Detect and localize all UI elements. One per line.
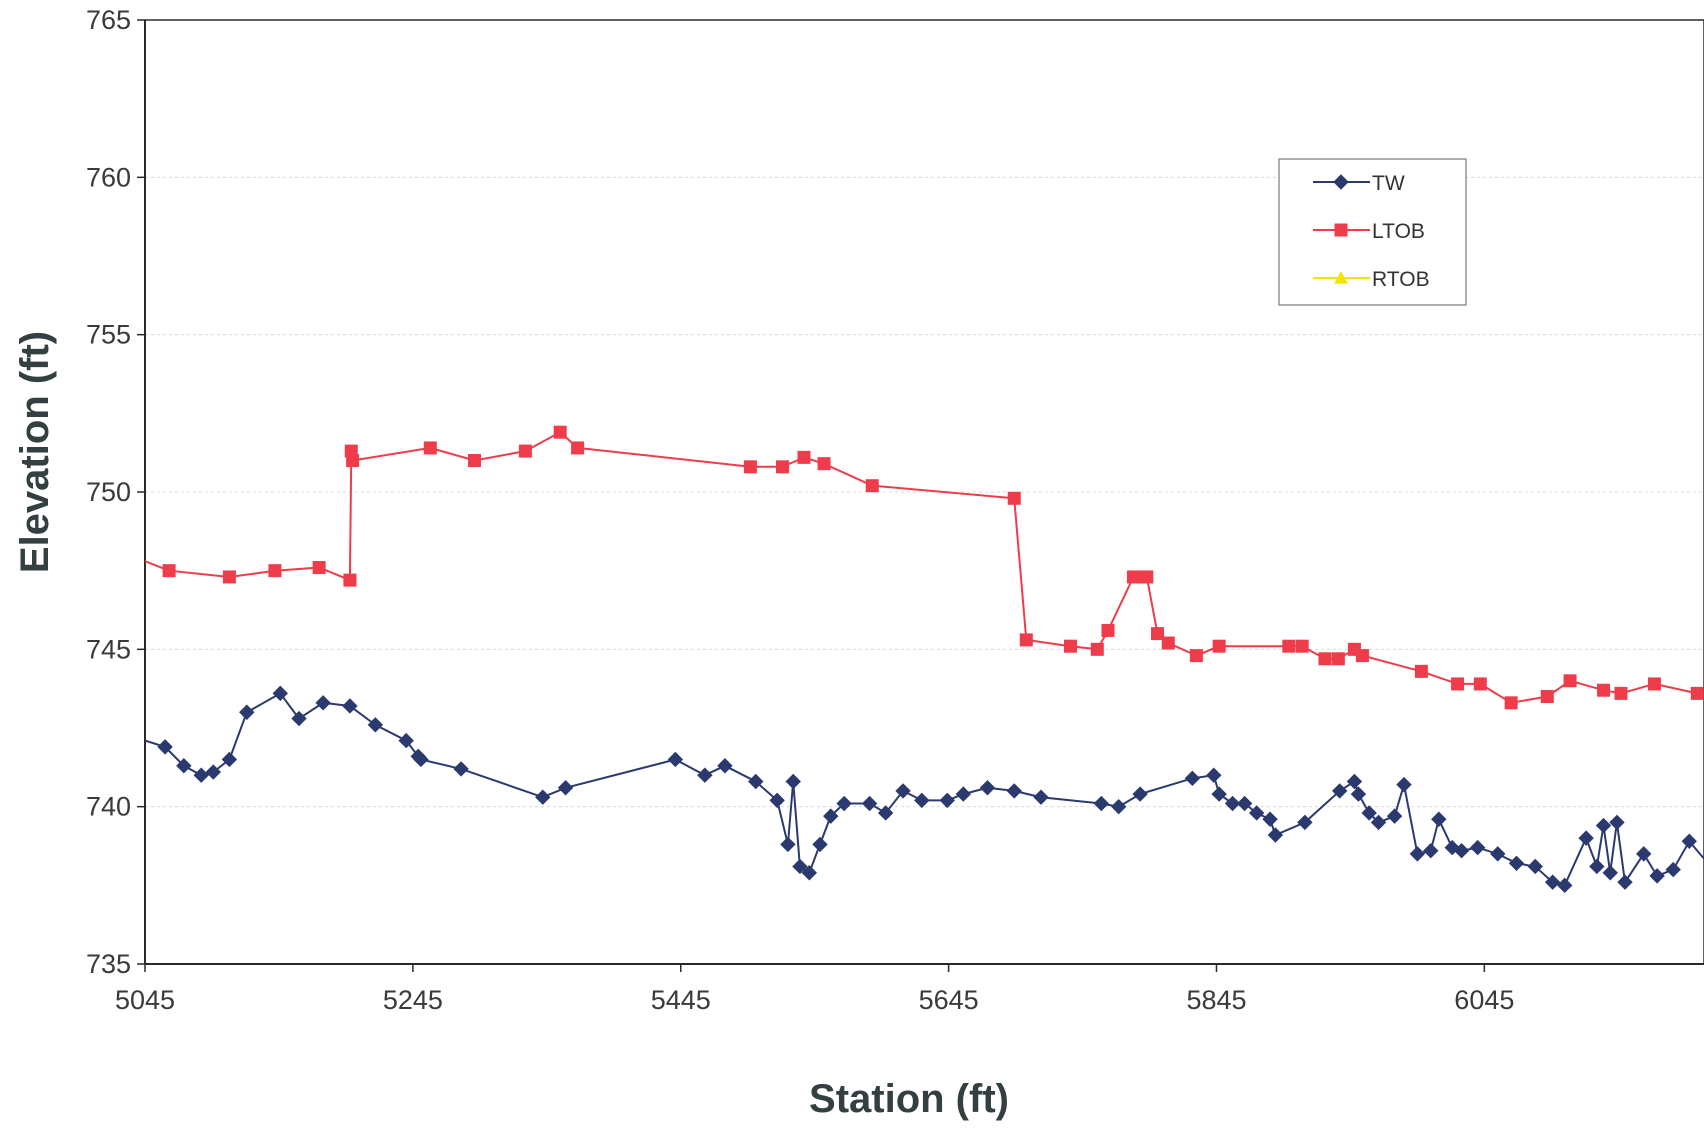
x-tick-label: 5245 bbox=[383, 985, 443, 1015]
series-ltob-point bbox=[1564, 674, 1577, 687]
series-ltob-point bbox=[1614, 687, 1627, 700]
series-ltob-point bbox=[1451, 677, 1464, 690]
x-tick-label: 5445 bbox=[651, 985, 711, 1015]
series-ltob-point bbox=[1140, 570, 1153, 583]
series-ltob-point bbox=[1064, 640, 1077, 653]
y-tick-label: 750 bbox=[86, 477, 131, 507]
series-ltob-point bbox=[797, 451, 810, 464]
series-ltob-point bbox=[1474, 677, 1487, 690]
series-ltob-point bbox=[744, 460, 757, 473]
series-ltob-point bbox=[163, 564, 176, 577]
legend: TW LTOB RTOB bbox=[1279, 159, 1466, 305]
series-ltob-point bbox=[346, 454, 359, 467]
series-ltob-point bbox=[468, 454, 481, 467]
series-ltob-point bbox=[1332, 652, 1345, 665]
y-tick-label: 765 bbox=[86, 5, 131, 35]
y-tick-label: 745 bbox=[86, 634, 131, 664]
x-tick-label: 6045 bbox=[1454, 985, 1514, 1015]
y-tick-label: 735 bbox=[86, 949, 131, 979]
series-ltob-point bbox=[866, 479, 879, 492]
series-ltob-point bbox=[519, 445, 532, 458]
series-ltob-point bbox=[776, 460, 789, 473]
y-tick-label: 755 bbox=[86, 320, 131, 350]
series-ltob-point bbox=[571, 441, 584, 454]
series-ltob-point bbox=[1020, 633, 1033, 646]
series-ltob-point bbox=[1541, 690, 1554, 703]
series-ltob-point bbox=[1597, 684, 1610, 697]
legend-label-rtob: RTOB bbox=[1372, 268, 1430, 291]
series-ltob-point bbox=[313, 561, 326, 574]
y-tick-label: 760 bbox=[86, 162, 131, 192]
series-ltob-point bbox=[223, 570, 236, 583]
x-tick-label: 5645 bbox=[919, 985, 979, 1015]
series-ltob-point bbox=[1091, 643, 1104, 656]
series-ltob-point bbox=[1190, 649, 1203, 662]
series-ltob-point bbox=[1162, 637, 1175, 650]
series-ltob-point bbox=[1296, 640, 1309, 653]
series-ltob-point bbox=[424, 441, 437, 454]
y-tick-label: 740 bbox=[86, 792, 131, 822]
legend-marker-ltob bbox=[1335, 224, 1348, 237]
series-ltob-point bbox=[343, 574, 356, 587]
series-ltob-point bbox=[554, 426, 567, 439]
legend-label-ltob: LTOB bbox=[1372, 220, 1425, 243]
series-ltob-point bbox=[1505, 696, 1518, 709]
series-ltob-point bbox=[1648, 677, 1661, 690]
series-ltob-point bbox=[1101, 624, 1114, 637]
series-ltob-point bbox=[1691, 687, 1704, 700]
series-ltob-point bbox=[1213, 640, 1226, 653]
series-ltob-point bbox=[1356, 649, 1369, 662]
series-ltob-point bbox=[268, 564, 281, 577]
series-ltob-point bbox=[818, 457, 831, 470]
series-ltob-point bbox=[1415, 665, 1428, 678]
x-axis-title: Station (ft) bbox=[809, 1077, 1009, 1121]
x-tick-label: 5845 bbox=[1186, 985, 1246, 1015]
series-ltob-point bbox=[1008, 492, 1021, 505]
x-tick-label: 5045 bbox=[115, 985, 175, 1015]
series-ltob-point bbox=[1318, 652, 1331, 665]
series-ltob-point bbox=[1282, 640, 1295, 653]
y-axis-title: Elevation (ft) bbox=[13, 331, 57, 573]
legend-label-tw: TW bbox=[1372, 172, 1405, 195]
